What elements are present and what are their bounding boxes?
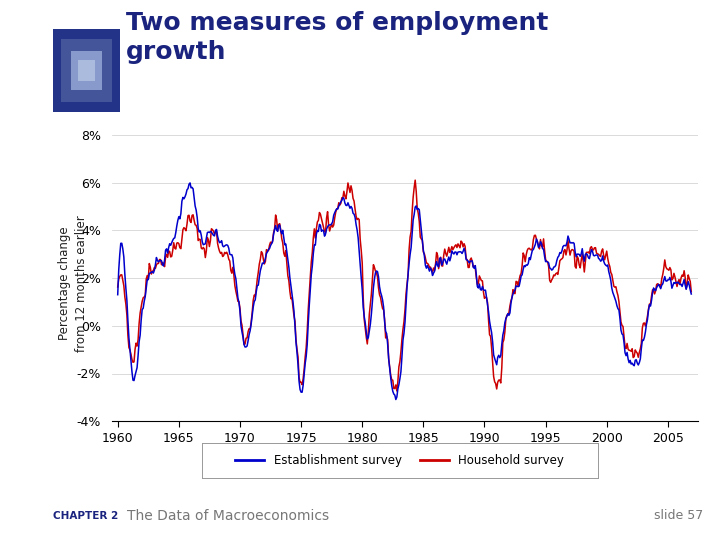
Text: Percentage change
from 12 months earlier: Percentage change from 12 months earlier (58, 215, 88, 352)
Text: The Data of Macroeconomics: The Data of Macroeconomics (127, 509, 329, 523)
Legend: Establishment survey, Household survey: Establishment survey, Household survey (230, 449, 569, 471)
Text: CHAPTER 2: CHAPTER 2 (53, 511, 119, 521)
Text: slide 57: slide 57 (654, 509, 703, 522)
Text: Two measures of employment
growth: Two measures of employment growth (126, 11, 549, 64)
Bar (71, 51, 102, 90)
Bar (53, 29, 120, 111)
Bar (60, 39, 112, 102)
Bar (78, 59, 95, 81)
